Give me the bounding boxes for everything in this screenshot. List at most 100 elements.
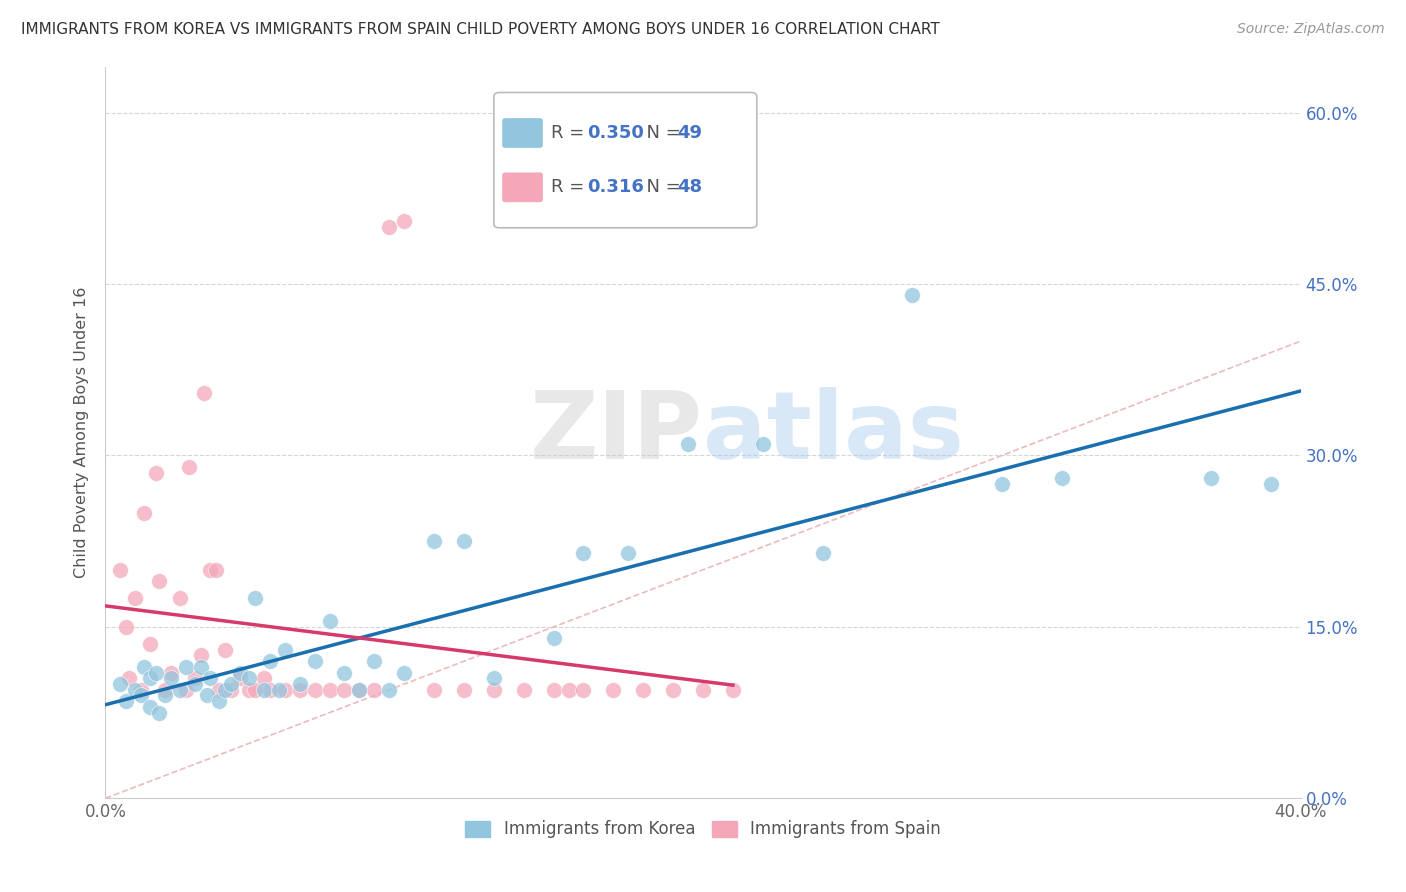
Point	[229, 665, 252, 680]
Point	[169, 682, 191, 697]
Point	[349, 682, 371, 697]
Point	[115, 694, 138, 708]
Point	[160, 665, 183, 680]
Point	[238, 682, 260, 697]
Point	[145, 466, 167, 480]
Point	[633, 682, 655, 697]
Text: 0.316: 0.316	[588, 178, 644, 196]
Point	[304, 654, 326, 668]
Point	[482, 671, 505, 685]
Point	[423, 682, 446, 697]
Point	[662, 682, 685, 697]
Text: R =: R =	[551, 178, 596, 196]
Point	[676, 437, 699, 451]
Point	[543, 682, 565, 697]
Point	[155, 682, 177, 697]
Point	[139, 637, 162, 651]
Point	[253, 671, 276, 685]
Point	[288, 682, 311, 697]
Point	[115, 620, 138, 634]
Point	[318, 614, 340, 628]
Text: Source: ZipAtlas.com: Source: ZipAtlas.com	[1237, 22, 1385, 37]
Point	[184, 671, 207, 685]
Text: 0.350: 0.350	[588, 124, 644, 142]
Point	[169, 591, 191, 606]
Point	[174, 682, 197, 697]
Text: 49: 49	[676, 124, 702, 142]
FancyBboxPatch shape	[494, 93, 756, 227]
Point	[253, 682, 276, 697]
Point	[990, 477, 1012, 491]
Point	[145, 665, 167, 680]
Point	[267, 682, 290, 697]
Point	[557, 682, 579, 697]
FancyBboxPatch shape	[502, 172, 543, 202]
Point	[1050, 471, 1073, 485]
Point	[1260, 477, 1282, 491]
Point	[134, 660, 156, 674]
Point	[304, 682, 326, 697]
Point	[243, 591, 266, 606]
Point	[572, 682, 595, 697]
FancyBboxPatch shape	[502, 118, 543, 148]
Text: 48: 48	[676, 178, 702, 196]
Point	[751, 437, 773, 451]
Point	[190, 648, 212, 663]
Point	[423, 534, 446, 549]
Point	[148, 574, 170, 589]
Point	[219, 682, 242, 697]
Point	[129, 682, 153, 697]
Point	[214, 642, 236, 657]
Point	[363, 654, 385, 668]
Y-axis label: Child Poverty Among Boys Under 16: Child Poverty Among Boys Under 16	[75, 287, 90, 578]
Point	[513, 682, 536, 697]
Point	[453, 534, 475, 549]
Point	[482, 682, 505, 697]
Text: N =: N =	[636, 124, 686, 142]
Point	[811, 546, 834, 560]
Point	[394, 214, 416, 228]
Point	[692, 682, 714, 697]
Point	[177, 459, 201, 474]
Point	[160, 671, 183, 685]
Legend: Immigrants from Korea, Immigrants from Spain: Immigrants from Korea, Immigrants from S…	[458, 814, 948, 845]
Point	[243, 682, 266, 697]
Point	[110, 563, 132, 577]
Point	[148, 706, 170, 720]
Point	[273, 682, 295, 697]
Point	[617, 546, 640, 560]
Point	[288, 677, 311, 691]
Point	[110, 677, 132, 691]
Text: N =: N =	[636, 178, 686, 196]
Point	[543, 632, 565, 646]
Point	[184, 677, 207, 691]
Point	[363, 682, 385, 697]
Point	[198, 563, 221, 577]
Point	[219, 677, 242, 691]
Point	[333, 665, 356, 680]
Point	[124, 591, 146, 606]
Point	[238, 671, 260, 685]
Point	[378, 682, 401, 697]
Point	[205, 563, 228, 577]
Point	[602, 682, 624, 697]
Point	[572, 546, 595, 560]
Point	[118, 671, 141, 685]
Point	[214, 682, 236, 697]
Text: IMMIGRANTS FROM KOREA VS IMMIGRANTS FROM SPAIN CHILD POVERTY AMONG BOYS UNDER 16: IMMIGRANTS FROM KOREA VS IMMIGRANTS FROM…	[21, 22, 939, 37]
Point	[174, 660, 197, 674]
Point	[134, 506, 156, 520]
Point	[208, 682, 231, 697]
Point	[139, 671, 162, 685]
Point	[229, 671, 252, 685]
Point	[901, 288, 924, 302]
Point	[139, 699, 162, 714]
Point	[273, 642, 295, 657]
Point	[124, 682, 146, 697]
Point	[155, 689, 177, 703]
Point	[208, 694, 231, 708]
Point	[259, 654, 281, 668]
Point	[318, 682, 340, 697]
Point	[195, 689, 218, 703]
Point	[259, 682, 281, 697]
